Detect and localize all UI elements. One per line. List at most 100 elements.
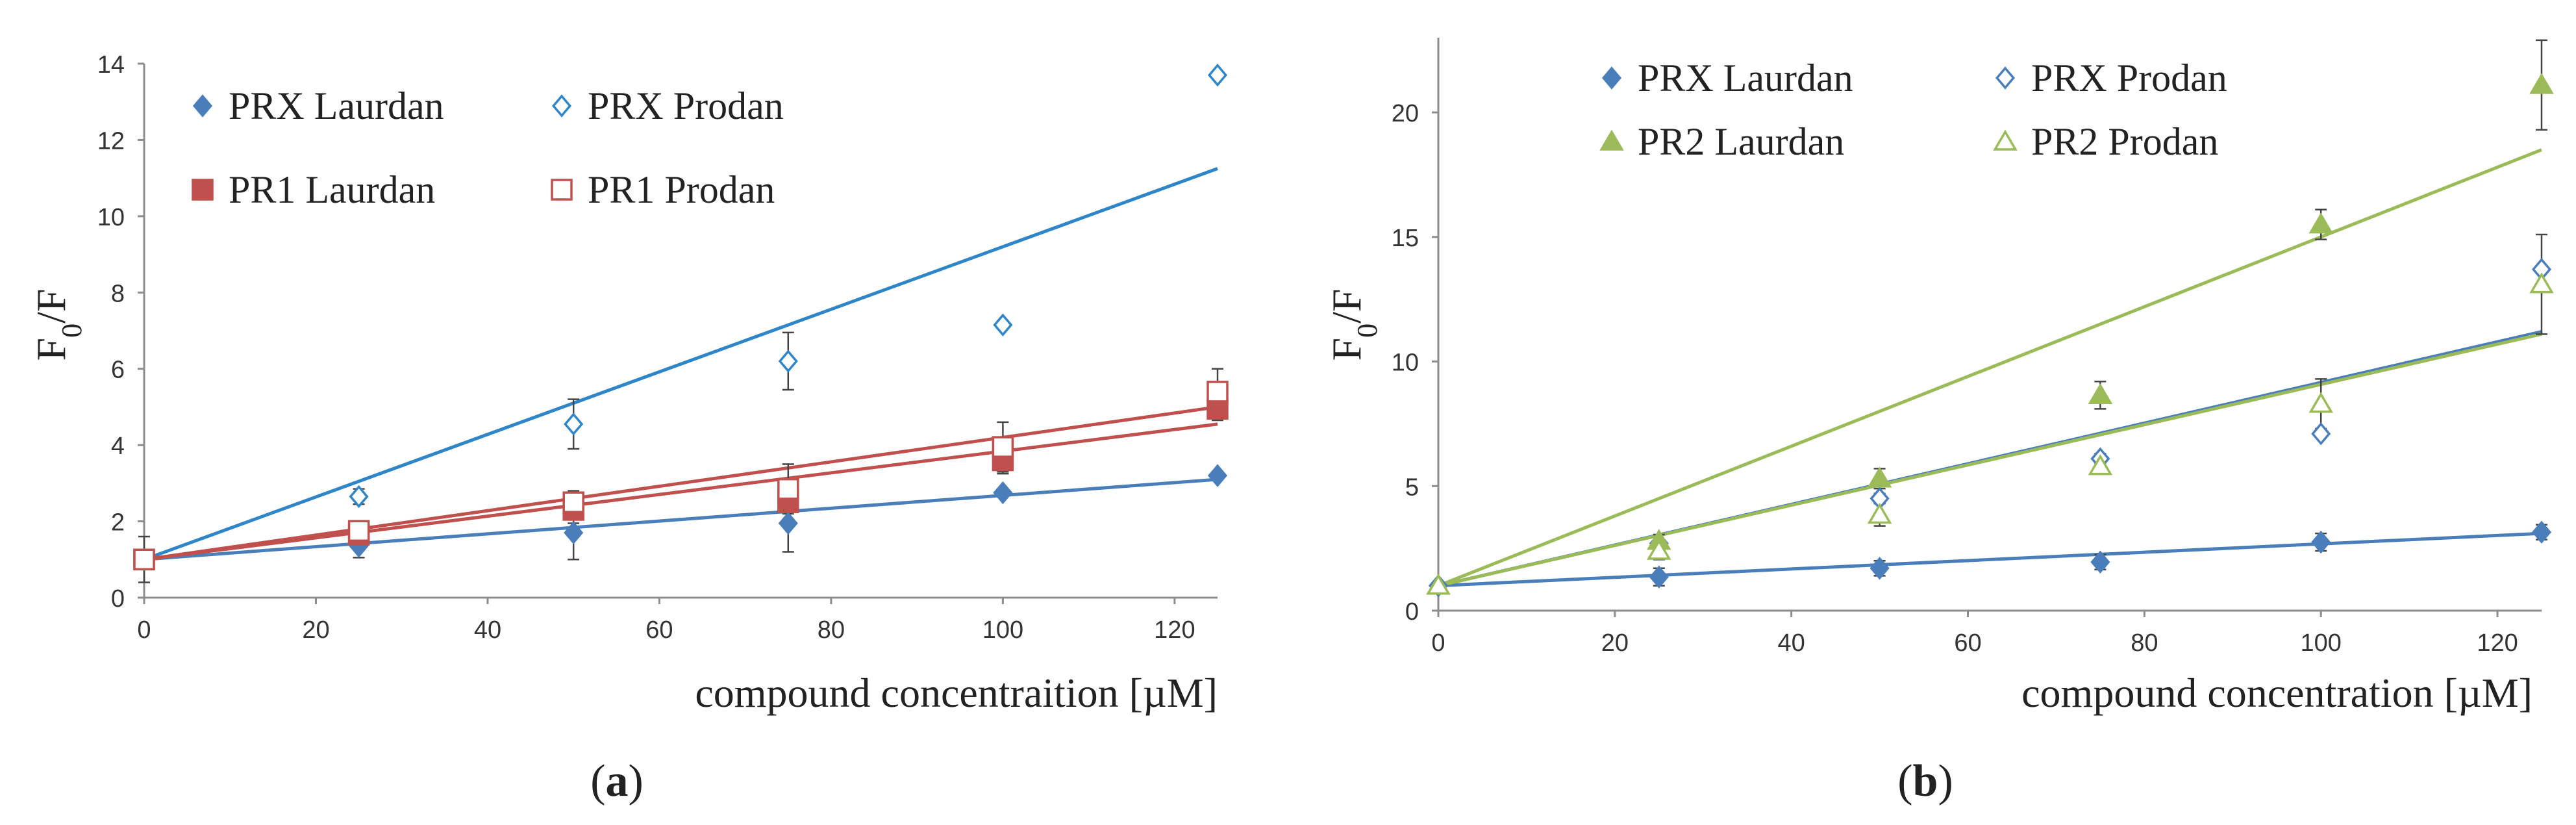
data-point-pr2-laurdan — [2529, 73, 2554, 94]
data-point-pr1-prodan — [992, 436, 1014, 458]
data-point-prx-prodan — [1207, 63, 1228, 87]
fit-line-pr1-laurdan — [144, 422, 1218, 561]
panel-b-axes — [1437, 38, 2542, 612]
y-tick-label: 0 — [1405, 598, 1419, 626]
data-point-pr1-prodan — [562, 491, 584, 513]
x-tick-label: 100 — [2300, 629, 2341, 657]
legend-symbol-prx-prodan — [551, 94, 572, 118]
legend-marker-prx-prodan — [551, 94, 572, 118]
fit-line-pr2-laurdan — [1438, 148, 2542, 587]
panel-a-ylabel-main: F — [28, 338, 74, 361]
fit-line-prx-laurdan — [1438, 531, 2542, 588]
panel-a-label: (a) — [590, 756, 644, 806]
legend-symbol-pr1-prodan — [551, 179, 573, 201]
data-point-pr2-prodan — [2088, 454, 2113, 476]
panel-a-points — [133, 63, 1229, 571]
panel-b-legend-item-1: PRX Laurdan — [1601, 57, 1853, 99]
panel-a-ylabel-tail: /F — [28, 289, 74, 324]
y-tick-label: 4 — [111, 433, 125, 460]
x-tick-label: 120 — [2477, 629, 2518, 657]
panel-b-legend-item-4: PR2 Prodan — [1993, 120, 2218, 163]
panel-b-points — [1426, 73, 2554, 598]
panel-a-legend-item-4: PR1 Prodan — [551, 168, 775, 211]
data-point-pr1-prodan — [133, 548, 155, 571]
legend-marker-prx-laurdan — [192, 94, 213, 118]
x-tick-label: 20 — [1601, 629, 1629, 657]
panel-a-y-ticks: 0 2 4 6 8 10 12 14 — [97, 51, 144, 613]
panel-a-legend-item-1: PRX Laurdan — [192, 84, 444, 127]
legend-symbol-prx-prodan — [1995, 66, 2016, 90]
panel-b-label-letter: b — [1913, 756, 1938, 806]
data-point-prx-laurdan — [1869, 557, 1890, 580]
data-point-pr1-prodan — [1207, 381, 1229, 403]
legend-marker-pr2-laurdan — [1599, 129, 1624, 151]
x-tick-label: 120 — [1154, 616, 1195, 644]
legend-label-prx-laurdan: PRX Laurdan — [1638, 57, 1853, 99]
legend-marker-pr2-prodan — [1993, 129, 2018, 151]
panel-b-ylabel-sub: 0 — [1351, 324, 1383, 338]
panel-a-y-axis-label: F0/F — [28, 289, 88, 361]
legend-label-pr1-laurdan: PR1 Laurdan — [229, 168, 435, 211]
data-point-prx-laurdan — [993, 481, 1013, 505]
x-tick-label: 60 — [1954, 629, 1981, 657]
x-tick-label: 100 — [982, 616, 1023, 644]
y-tick-label: 5 — [1405, 474, 1419, 501]
legend-marker-prx-laurdan — [1601, 66, 1622, 90]
data-point-pr2-laurdan — [2308, 212, 2333, 234]
data-point-prx-laurdan — [2531, 520, 2552, 544]
panel-a-x-ticks: 0 20 40 60 80 100 120 — [137, 598, 1195, 644]
fit-line-prx-prodan — [144, 167, 1218, 561]
data-point-pr2-laurdan — [1867, 466, 1892, 488]
data-point-pr2-prodan — [1867, 502, 1892, 524]
legend-marker-pr1-prodan — [551, 179, 573, 201]
legend-marker-pr1-laurdan — [192, 179, 214, 201]
y-tick-label: 6 — [111, 357, 125, 384]
data-point-pr2-prodan — [2308, 392, 2333, 413]
panel-a-fit-lines — [144, 167, 1218, 561]
legend-symbol-prx-laurdan — [192, 94, 213, 118]
panel-b-x-ticks: 0 20 40 60 80 100 120 — [1431, 611, 2518, 657]
y-tick-label: 15 — [1392, 225, 1419, 252]
panel-b-ylabel-tail: /F — [1323, 289, 1369, 324]
y-tick-label: 2 — [111, 509, 125, 537]
x-tick-label: 40 — [1778, 629, 1805, 657]
legend-label-prx-laurdan: PRX Laurdan — [229, 84, 444, 127]
y-tick-label: 14 — [97, 51, 125, 79]
panel-a-legend-item-3: PR1 Laurdan — [192, 168, 435, 211]
panel-a-x-axis-label: compound concentraition [µM] — [695, 670, 1218, 716]
y-tick-label: 8 — [111, 280, 125, 307]
y-tick-label: 10 — [1392, 349, 1419, 377]
x-tick-label: 0 — [1431, 629, 1445, 657]
panel-a-error-bars — [138, 70, 1223, 583]
panel-b-legend-item-2: PRX Prodan — [1995, 57, 2227, 99]
panel-b-legend-item-3: PR2 Laurdan — [1599, 120, 1844, 163]
panel-b-fit-lines — [1438, 148, 2542, 588]
panel-a-ylabel-sub: 0 — [56, 324, 88, 338]
x-tick-label: 60 — [645, 616, 673, 644]
data-point-prx-laurdan — [564, 521, 584, 544]
fit-line-pr1-prodan — [144, 405, 1218, 561]
fit-line-pr2-prodan — [1438, 332, 2542, 588]
panel-b-label: (b) — [1897, 756, 1953, 806]
panel-b-x-axis-label: compound concentration [µM] — [2021, 670, 2532, 716]
legend-symbol-pr2-prodan — [1993, 129, 2018, 151]
data-point-prx-laurdan — [1649, 565, 1669, 589]
data-point-pr1-prodan — [777, 477, 799, 500]
data-point-pr1-prodan — [347, 520, 370, 542]
y-tick-label: 20 — [1392, 100, 1419, 127]
fit-line-prx-laurdan — [144, 477, 1218, 561]
y-tick-label: 10 — [97, 204, 125, 231]
data-point-prx-laurdan — [2311, 530, 2331, 554]
x-tick-label: 80 — [818, 616, 845, 644]
svg-text:F0/F: F0/F — [1323, 289, 1383, 361]
panel-b-ylabel-main: F — [1323, 338, 1369, 361]
panel-a-axes — [143, 64, 1218, 599]
panel-b-y-ticks: 0 5 10 15 20 — [1392, 100, 1438, 626]
data-point-prx-prodan — [349, 485, 369, 509]
legend-label-pr2-prodan: PR2 Prodan — [2031, 120, 2218, 163]
data-point-prx-prodan — [2311, 422, 2331, 446]
data-point-pr2-prodan — [1426, 574, 1451, 595]
data-point-pr2-prodan — [2529, 272, 2554, 294]
